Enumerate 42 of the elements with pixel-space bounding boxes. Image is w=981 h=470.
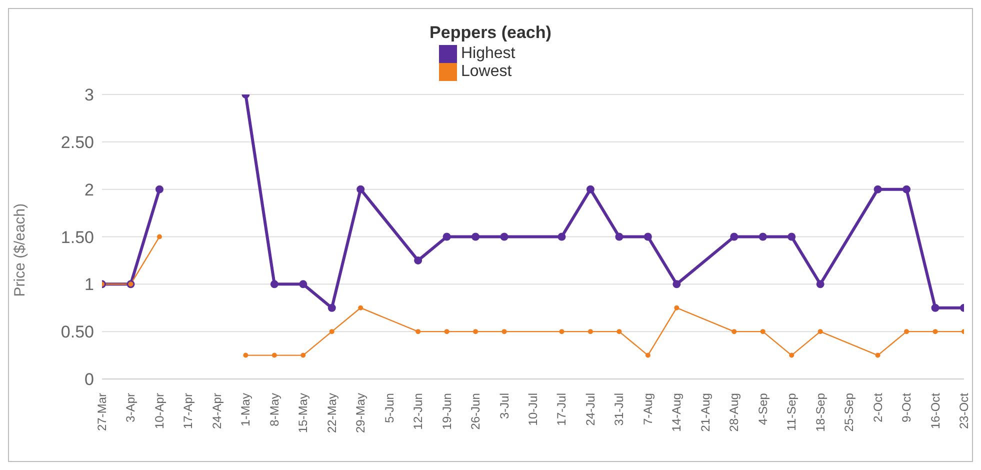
y-tick-label: 1 — [84, 275, 94, 294]
x-tick-label: 27-Mar — [95, 393, 109, 432]
x-tick-label: 18-Sep — [813, 392, 828, 432]
y-tick-label: 0.50 — [60, 322, 94, 342]
x-tick-label: 7-Aug — [640, 393, 655, 426]
y-tick-label: 2.50 — [60, 132, 94, 152]
x-tick-label: 12-Jun — [411, 393, 426, 430]
x-tick-label: 24-Jul — [583, 393, 598, 426]
x-tick-label: 24-Apr — [210, 393, 224, 430]
x-tick-label: 25-Sep — [842, 392, 856, 432]
x-tick-label: 10-Apr — [152, 393, 166, 430]
x-tick-label: 1-May — [238, 393, 253, 426]
legend-label: Lowest — [461, 63, 512, 80]
x-tick-label: 3-Apr — [124, 392, 138, 422]
x-tick-label: 17-Apr — [181, 393, 196, 430]
y-tick-label: 3 — [84, 86, 94, 105]
x-tick-label: 5-Jun — [382, 393, 396, 424]
x-tick-label: 9-Oct — [900, 392, 914, 422]
x-tick-label: 14-Aug — [670, 393, 684, 432]
x-tick-label: 4-Sep — [756, 392, 770, 426]
y-tick-label: 0 — [84, 370, 94, 390]
legend-label: Highest — [461, 45, 516, 62]
x-tick-label: 16-Oct — [928, 392, 942, 430]
x-tick-label: 3-Jul — [497, 393, 512, 420]
x-tick-label: 21-Aug — [698, 393, 712, 432]
x-tick-label: 23-Oct — [957, 392, 971, 430]
x-tick-label: 17-Jul — [554, 393, 569, 426]
x-tick-label: 19-Jun — [440, 393, 454, 430]
x-tick-label: 29-May — [354, 393, 368, 434]
x-tick-label: 15-May — [296, 393, 310, 434]
y-tick-label: 2 — [84, 180, 94, 200]
x-tick-label: 26-Jun — [468, 393, 483, 430]
y-axis-title: Price ($/each) — [11, 203, 28, 297]
y-tick-label: 1.50 — [60, 228, 94, 247]
x-tick-label: 28-Aug — [727, 393, 742, 432]
chart-title: Peppers (each) — [428, 23, 552, 43]
x-tick-label: 22-May — [324, 393, 339, 434]
x-tick-label: 2-Oct — [870, 392, 885, 422]
x-tick-label: 10-Jul — [526, 393, 540, 426]
x-tick-label: 11-Sep — [784, 392, 799, 431]
x-tick-label: 31-Jul — [612, 393, 626, 426]
x-tick-label: 8-May — [267, 393, 282, 426]
